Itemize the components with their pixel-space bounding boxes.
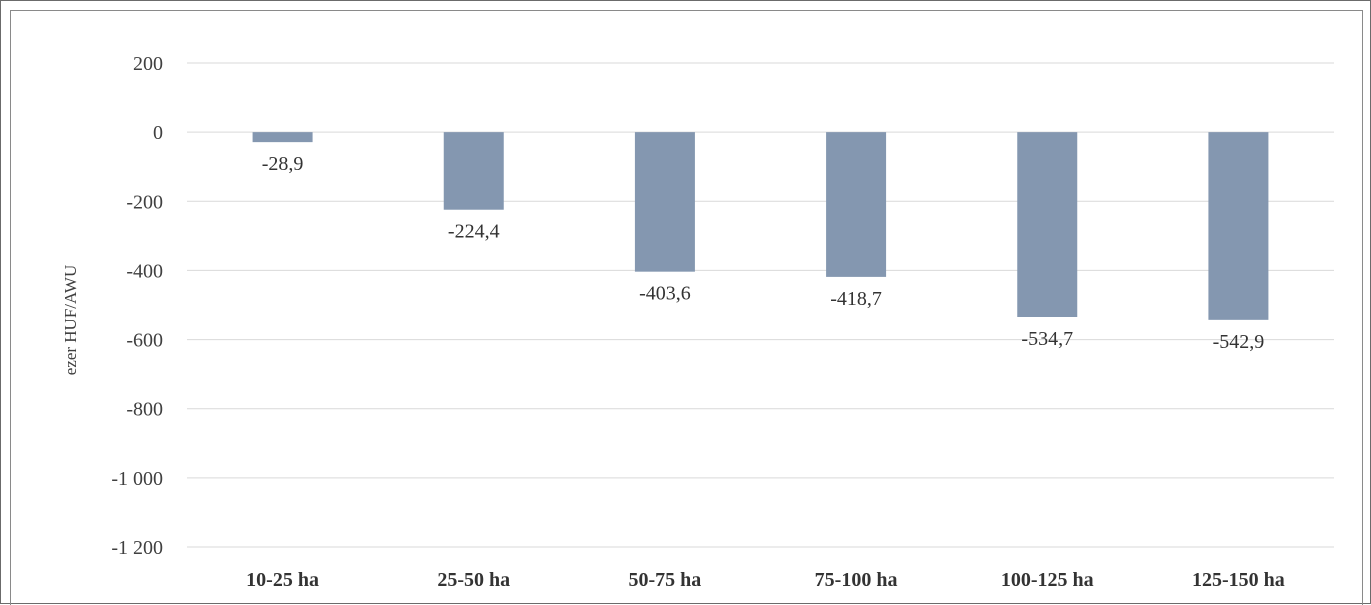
data-label: -224,4 <box>448 221 500 243</box>
x-tick-label: 10-25 ha <box>246 569 319 591</box>
data-label: -28,9 <box>262 153 304 175</box>
y-axis-title: ezer HUF/AWU <box>61 265 80 376</box>
x-axis-ticks: 10-25 ha 25-50 ha 50-75 ha 75-100 ha 100-125… <box>246 569 1285 591</box>
bar <box>252 132 313 143</box>
chart-area-border <box>10 10 1363 605</box>
x-tick-label: 100-125 ha <box>1001 569 1094 591</box>
data-label: -418,7 <box>830 288 882 310</box>
y-tick-label: 0 <box>153 122 163 144</box>
y-tick-label: -800 <box>126 399 163 421</box>
data-labels: -28,9 -224,4 -403,6 -418,7 -534,7 -542,9 <box>262 153 1265 353</box>
y-tick-label: -1 200 <box>111 537 163 559</box>
bar <box>634 132 695 272</box>
bars <box>252 132 1269 320</box>
y-tick-label: -1 000 <box>111 468 163 490</box>
y-tick-label: -200 <box>126 191 163 213</box>
y-tick-label: -600 <box>126 330 163 352</box>
x-tick-label: 50-75 ha <box>629 569 702 591</box>
y-axis-ticks: 200 0 -200 -400 -600 -800 -1 000 -1 200 <box>111 53 163 559</box>
data-label: -542,9 <box>1213 331 1265 353</box>
x-tick-label: 75-100 ha <box>815 569 898 591</box>
bar <box>826 132 887 277</box>
bar <box>1017 132 1078 317</box>
bar <box>1208 132 1269 320</box>
data-label: -403,6 <box>639 283 691 305</box>
gridlines <box>187 62 1334 548</box>
x-tick-label: 25-50 ha <box>437 569 510 591</box>
x-tick-label: 125-150 ha <box>1192 569 1285 591</box>
bar <box>443 132 504 210</box>
data-label: -534,7 <box>1021 328 1073 350</box>
y-tick-label: 200 <box>133 53 163 75</box>
y-tick-label: -400 <box>126 260 163 282</box>
